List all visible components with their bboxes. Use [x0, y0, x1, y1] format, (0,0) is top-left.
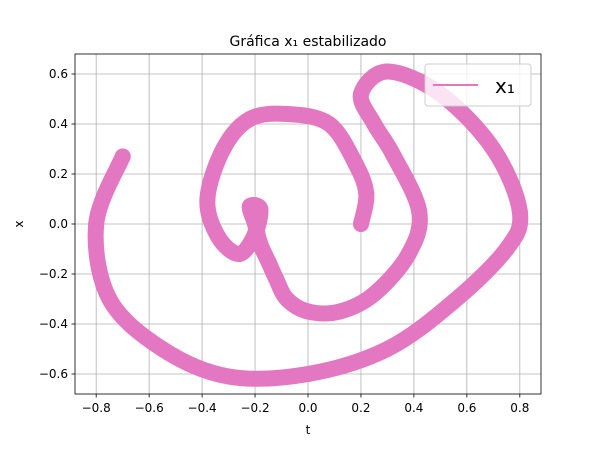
y-tick-label: 0.2 — [49, 167, 68, 181]
data-point — [114, 148, 131, 165]
data-point — [366, 286, 383, 302]
y-tick-label: −0.4 — [39, 317, 68, 331]
chart-title: Gráfica x₁ estabilizado — [230, 34, 387, 50]
x-tick-label: 0.0 — [298, 401, 317, 415]
data-point — [220, 368, 237, 385]
x-tick-label: 0.6 — [457, 401, 476, 415]
data-point — [247, 226, 263, 242]
data-point — [353, 86, 369, 102]
x-tick-label: −0.2 — [240, 401, 269, 415]
data-point — [379, 341, 396, 357]
data-point — [384, 146, 401, 162]
data-point — [321, 116, 338, 132]
data-point — [353, 216, 369, 232]
data-point — [241, 111, 258, 127]
legend: x₁ — [424, 63, 532, 107]
data-point — [154, 341, 171, 357]
x-tick-label: 0.2 — [351, 401, 370, 415]
legend-label-x1: x₁ — [495, 74, 515, 98]
data-point — [411, 203, 428, 220]
y-tick-label: −0.2 — [39, 267, 68, 281]
y-tick-label: 0.6 — [49, 67, 68, 81]
data-point — [101, 291, 118, 307]
x-tick-label: 0.4 — [404, 401, 423, 415]
y-tick-label: 0.0 — [49, 217, 68, 231]
data-point — [347, 156, 364, 172]
y-tick-label: −0.6 — [39, 367, 68, 381]
data-point — [278, 106, 295, 122]
data-point — [379, 63, 396, 80]
data-point — [268, 271, 285, 287]
y-axis-label: x — [12, 220, 26, 227]
data-point — [511, 203, 528, 220]
data-point — [215, 141, 232, 157]
x-axis-label: t — [306, 423, 311, 437]
data-point — [485, 141, 502, 157]
data-point — [498, 241, 515, 257]
data-point — [300, 303, 316, 320]
x-tick-label: −0.8 — [82, 401, 111, 415]
x-tick-label: −0.6 — [135, 401, 164, 415]
data-point — [358, 186, 375, 202]
data-point — [231, 246, 248, 262]
data-point — [366, 116, 383, 132]
data-point — [252, 201, 269, 217]
x-tick-label: 0.8 — [510, 401, 529, 415]
data-point — [199, 191, 216, 207]
data-point — [210, 228, 226, 245]
data-point — [278, 291, 295, 307]
data-point — [88, 216, 105, 232]
y-tick-label: 0.4 — [49, 117, 68, 131]
plot-frame — [74, 53, 542, 395]
data-point — [260, 253, 277, 270]
data-point — [400, 246, 417, 262]
data-point — [331, 303, 348, 320]
tick-layer: −0.8 −0.6 −0.4 −0.2 0.0 0.2 0.4 0.6 0.8 −0.6 −0.4 −… — [39, 67, 530, 415]
data-point — [300, 366, 316, 382]
data-point — [445, 293, 462, 310]
x-tick-label: −0.4 — [188, 401, 217, 415]
